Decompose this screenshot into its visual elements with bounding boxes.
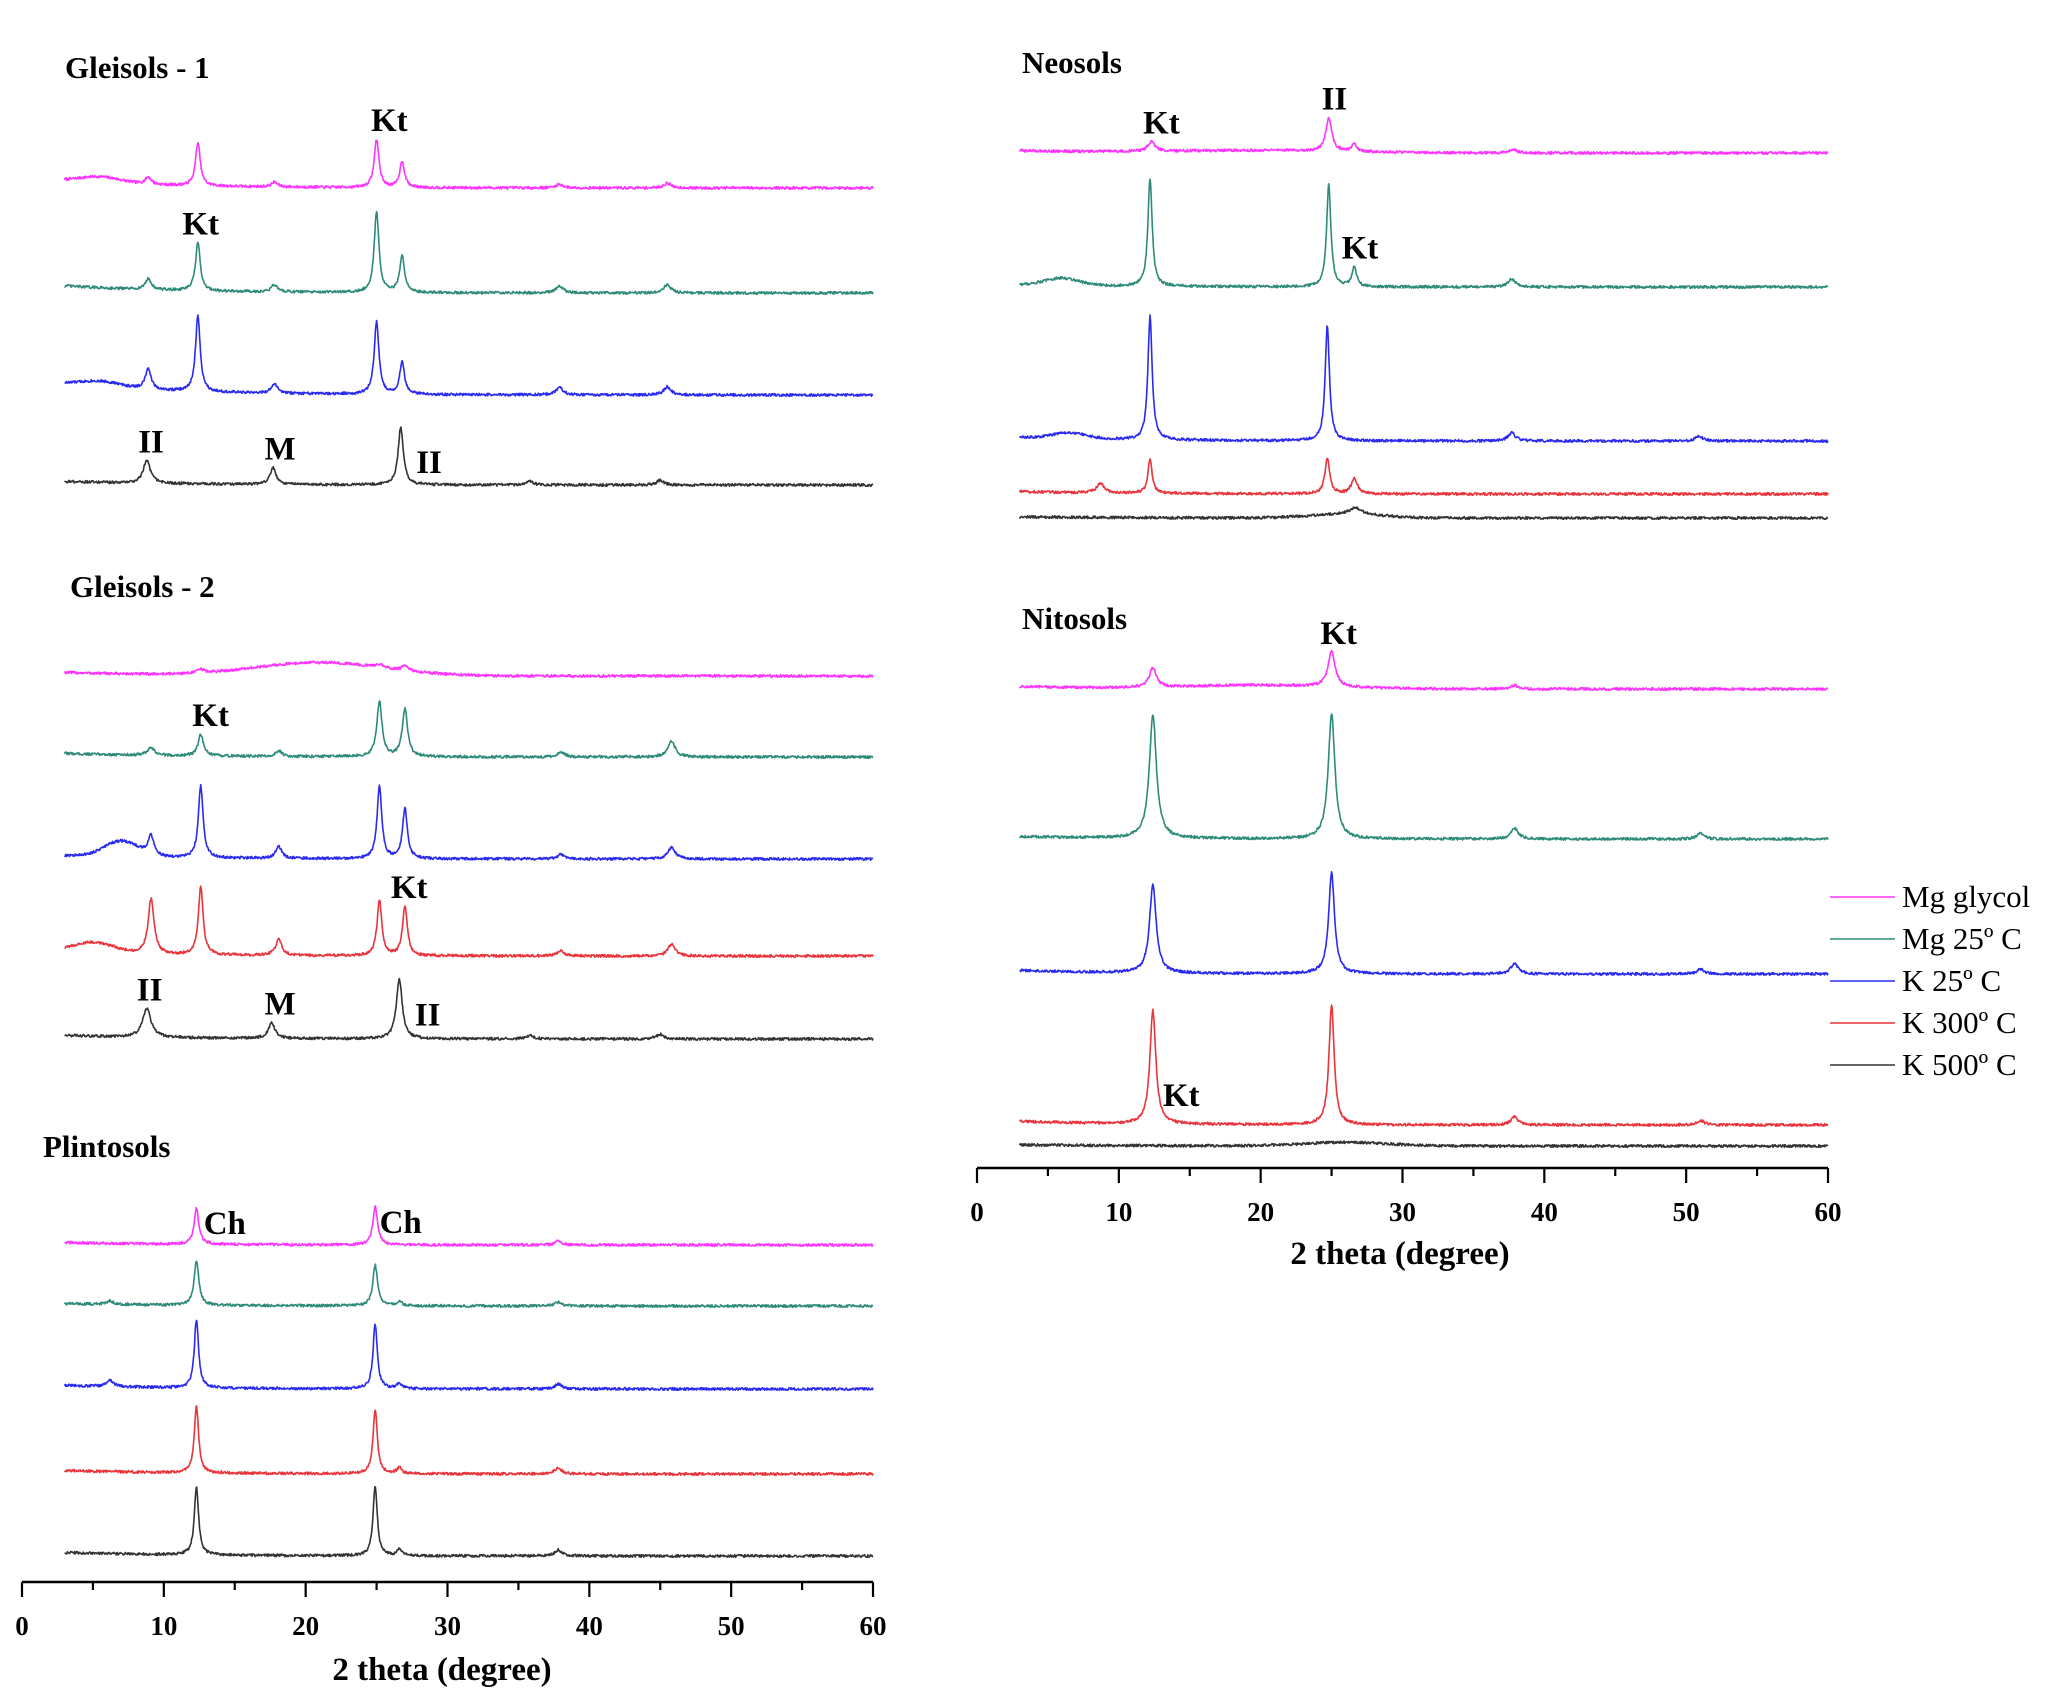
legend-label: K 500º C <box>1902 1047 2017 1082</box>
bottom-right-axis: 0 10 20 30 40 50 60 2 theta (degree) <box>970 1166 1842 1272</box>
x-tick-label: 10 <box>150 1611 177 1641</box>
peak-label: M <box>265 987 296 1023</box>
series-line-k-300-c <box>63 1405 874 1477</box>
series-line-mg-25-c <box>63 1260 874 1309</box>
x-tick-label: 20 <box>1247 1197 1274 1227</box>
peak-label: II <box>138 424 164 460</box>
x-tick-label: 20 <box>292 1611 319 1641</box>
peak-label: Kt <box>1163 1078 1200 1114</box>
series-line-k-25-c <box>1018 314 1829 444</box>
x-tick-label: 0 <box>15 1611 29 1641</box>
legend: Mg glycol Mg 25º C K 25º C K 300º C K 500º C <box>1830 879 2030 1082</box>
peak-label: Ch <box>380 1205 422 1241</box>
x-tick-label: 10 <box>1105 1197 1132 1227</box>
panel-title: Nitosols <box>1022 601 1127 636</box>
series-line-mg-25-c <box>63 700 874 760</box>
series-line-mg-glycol <box>1018 649 1829 692</box>
peak-label: Kt <box>1342 231 1379 267</box>
peak-label: II <box>137 972 163 1008</box>
peak-label: Kt <box>371 103 408 139</box>
series-line-k-25-c <box>1019 871 1829 977</box>
peak-label: II <box>415 997 441 1033</box>
series-line-k-25-c <box>63 783 874 862</box>
peak-label: Kt <box>1320 616 1357 652</box>
x-tick-label: 40 <box>1531 1197 1558 1227</box>
peak-label: Ch <box>204 1206 246 1242</box>
peak-label: Kt <box>391 870 428 906</box>
panels-layer: Gleisols - 1 Kt Kt II M II Gleisols - 2 Kt Kt II M… <box>43 45 1829 1559</box>
series-line-k-300-c <box>1018 1004 1829 1128</box>
legend-item-k-300-c: K 300º C <box>1830 1005 2017 1040</box>
panel-title: Gleisols - 2 <box>70 569 215 604</box>
peak-label: M <box>265 432 296 468</box>
legend-item-mg-25-c: Mg 25º C <box>1830 921 2022 956</box>
panel-title: Neosols <box>1022 45 1122 80</box>
panel-plintosols: Plintosols Ch Ch <box>43 1129 874 1559</box>
x-tick-label: 30 <box>434 1611 461 1641</box>
legend-label: Mg glycol <box>1902 879 2030 914</box>
panel-nitosols: Nitosols Kt Kt <box>1018 601 1829 1149</box>
panel-title: Plintosols <box>43 1129 170 1164</box>
panel-neosols: Neosols Kt II Kt <box>1018 45 1829 521</box>
series-line-mg-25-c <box>1019 713 1829 841</box>
bottom-left-axis: 0 10 20 30 40 50 60 2 theta (degree) <box>15 1580 887 1688</box>
x-tick-label: 0 <box>970 1197 984 1227</box>
series-line-mg-glycol <box>1019 116 1829 156</box>
series-line-k-500-c <box>64 1485 874 1559</box>
series-line-k-300-c <box>64 885 874 959</box>
peak-label: Kt <box>182 207 219 243</box>
series-line-k-300-c <box>1018 457 1829 497</box>
series-line-k-500-c <box>64 426 874 488</box>
series-line-k-500-c <box>64 977 874 1042</box>
legend-label: K 300º C <box>1902 1005 2017 1040</box>
panel-title: Gleisols - 1 <box>65 50 210 85</box>
series-line-mg-25-c <box>64 210 874 296</box>
legend-item-mg-glycol: Mg glycol <box>1830 879 2030 914</box>
x-tick-label: 30 <box>1389 1197 1416 1227</box>
legend-item-k-25-c: K 25º C <box>1830 963 2001 998</box>
peak-label: Kt <box>192 698 229 734</box>
peak-label: II <box>416 445 442 481</box>
legend-item-k-500-c: K 500º C <box>1830 1047 2017 1082</box>
series-line-k-500-c <box>1018 1140 1829 1149</box>
series-line-mg-glycol <box>64 1205 874 1248</box>
panel-gleisols-1: Gleisols - 1 Kt Kt II M II <box>63 50 874 488</box>
peak-label: II <box>1322 81 1348 117</box>
legend-label: K 25º C <box>1902 963 2001 998</box>
x-tick-label: 50 <box>718 1611 745 1641</box>
peak-label: Kt <box>1143 106 1180 142</box>
panel-gleisols-2: Gleisols - 2 Kt Kt II M II <box>63 569 874 1042</box>
legend-label: Mg 25º C <box>1902 921 2022 956</box>
series-line-mg-glycol <box>63 139 874 191</box>
series-line-mg-25-c <box>1019 178 1829 290</box>
x-axis-title: 2 theta (degree) <box>1290 1236 1509 1272</box>
x-tick-label: 50 <box>1673 1197 1700 1227</box>
x-tick-label: 40 <box>576 1611 603 1641</box>
series-line-k-500-c <box>1018 506 1829 521</box>
x-tick-label: 60 <box>860 1611 887 1641</box>
x-axis-title: 2 theta (degree) <box>332 1652 551 1688</box>
series-line-mg-glycol <box>63 660 874 679</box>
series-line-k-25-c <box>63 1319 874 1392</box>
x-tick-label: 60 <box>1815 1197 1842 1227</box>
series-line-k-25-c <box>64 314 874 398</box>
axes-layer: 0 10 20 30 40 50 60 2 theta (degree) 0 10 20 30 40 50… <box>15 1166 1842 1688</box>
